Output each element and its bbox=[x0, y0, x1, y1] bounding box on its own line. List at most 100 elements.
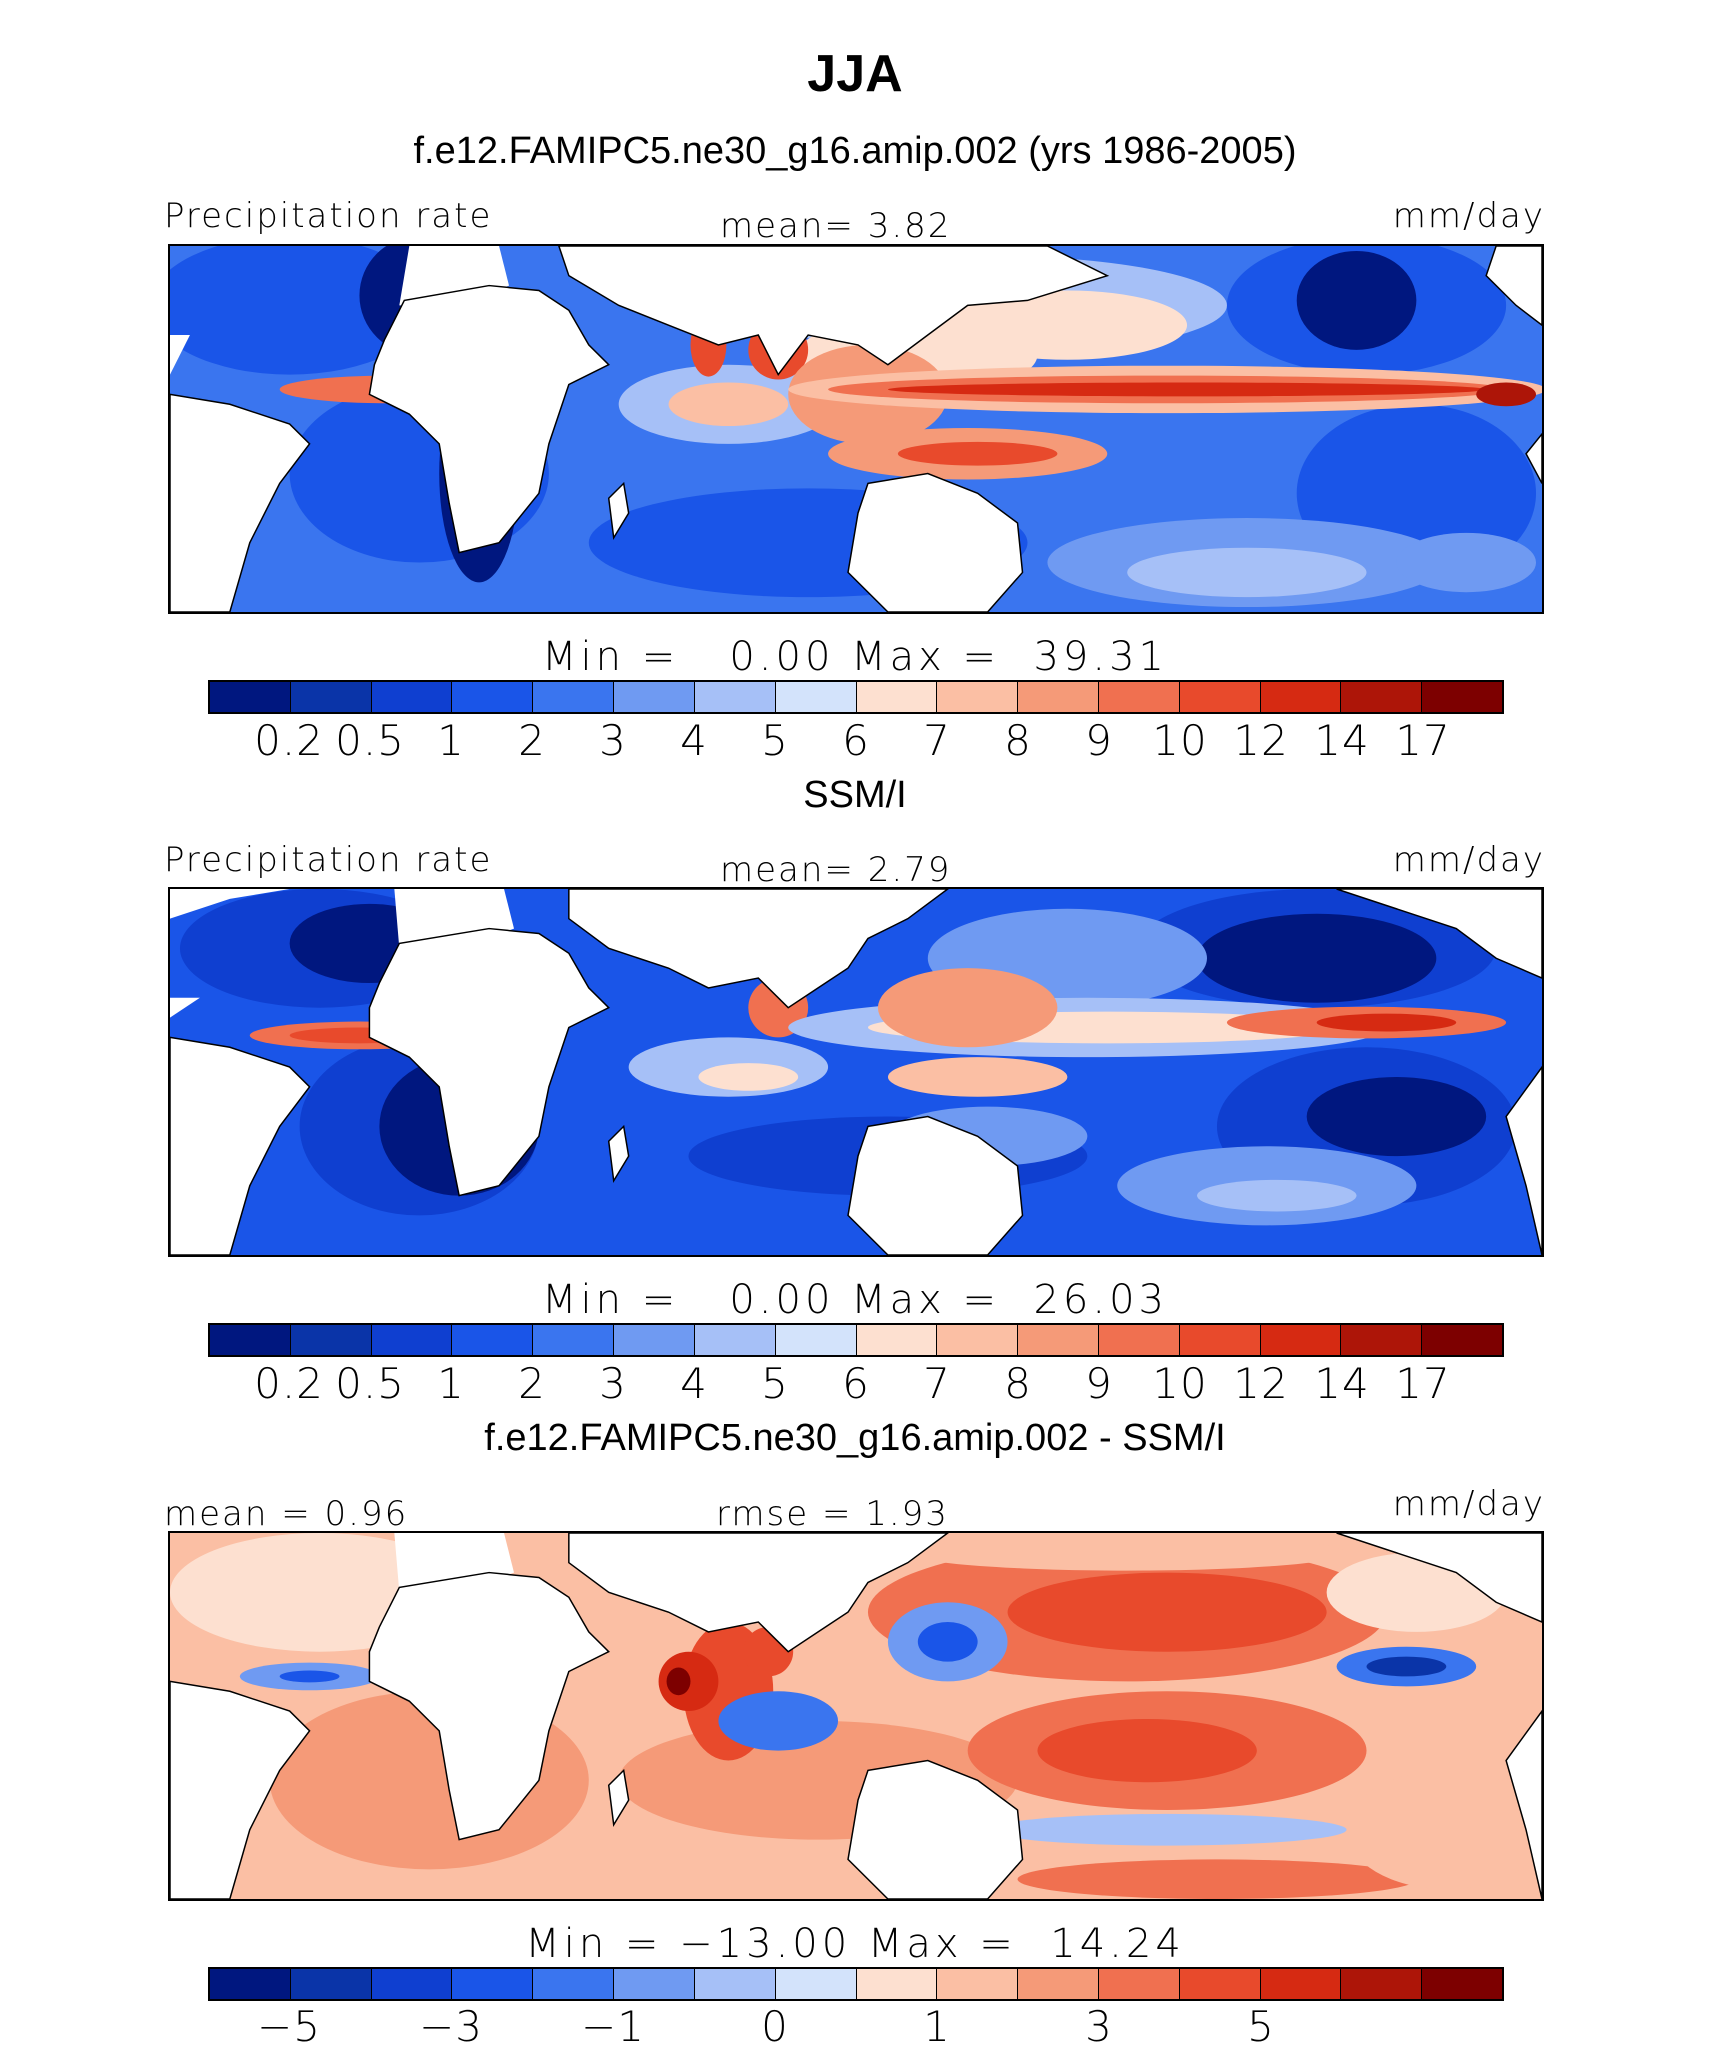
colorbar-swatch bbox=[694, 682, 776, 712]
colorbar-tick-label: 0.2 bbox=[254, 1359, 324, 1408]
panel-3-minmax: Min = −13.00 Max = 14.24 bbox=[525, 1921, 1185, 1967]
panel-1-colorbar bbox=[208, 680, 1504, 714]
panel-2-colorbar-ticks: 0.2 0.5 1 2 3 4 5 6 7 8 9 10 12 14 17 bbox=[208, 1359, 1504, 1408]
colorbar-tick-label: −5 bbox=[257, 2002, 321, 2051]
colorbar-swatch bbox=[1098, 1969, 1180, 1999]
colorbar-swatch bbox=[775, 1969, 857, 1999]
colorbar-swatch bbox=[614, 1969, 695, 1999]
panel-3-rmse-label: rmse = 1.93 bbox=[716, 1494, 949, 1534]
colorbar-swatch bbox=[1341, 682, 1423, 712]
colorbar-tick-label: −1 bbox=[581, 2002, 645, 2051]
colorbar-tick-label: 6 bbox=[842, 1359, 870, 1408]
panel-2-heading: SSM/I bbox=[803, 774, 907, 816]
colorbar-swatch bbox=[371, 1969, 453, 1999]
panel-3-colorbar-ticks: −5 −3 −1 0 1 3 5 bbox=[208, 2002, 1504, 2051]
colorbar-tick-label: 4 bbox=[680, 1359, 708, 1408]
colorbar-swatch bbox=[1341, 1969, 1423, 1999]
colorbar-swatch bbox=[614, 682, 695, 712]
panel-2-mean-label: mean= 2.79 bbox=[720, 850, 952, 890]
colorbar-tick-label: 0 bbox=[761, 2002, 789, 2051]
colorbar-tick-label: 10 bbox=[1152, 716, 1208, 765]
colorbar-tick-label: 7 bbox=[923, 716, 951, 765]
panel-3-map bbox=[168, 1531, 1544, 1901]
panel-1-left-label: Precipitation rate bbox=[164, 196, 493, 236]
colorbar-swatch bbox=[775, 1325, 857, 1355]
colorbar-swatch bbox=[452, 1969, 534, 1999]
colorbar-tick-label: 0.2 bbox=[254, 716, 324, 765]
colorbar-swatch bbox=[290, 682, 372, 712]
colorbar-swatch bbox=[210, 1325, 291, 1355]
colorbar-tick-label: 4 bbox=[680, 716, 708, 765]
colorbar-tick-label: 2 bbox=[518, 1359, 546, 1408]
colorbar-swatch bbox=[1260, 1325, 1342, 1355]
colorbar-swatch bbox=[937, 682, 1019, 712]
colorbar-tick-label: 3 bbox=[599, 716, 627, 765]
colorbar-tick-label: 1 bbox=[923, 2002, 951, 2051]
colorbar-swatch bbox=[290, 1969, 372, 1999]
colorbar-swatch bbox=[1179, 1969, 1261, 1999]
panel-3-mean-label: mean = 0.96 bbox=[164, 1494, 409, 1534]
colorbar-swatch bbox=[694, 1969, 776, 1999]
colorbar-swatch bbox=[1018, 1969, 1099, 1999]
colorbar-tick-label: 9 bbox=[1085, 716, 1113, 765]
colorbar-swatch bbox=[1260, 682, 1342, 712]
colorbar-tick-label: 3 bbox=[1085, 2002, 1113, 2051]
colorbar-swatch bbox=[856, 682, 938, 712]
colorbar-swatch bbox=[1260, 1969, 1342, 1999]
colorbar-swatch bbox=[210, 1969, 291, 1999]
colorbar-swatch bbox=[775, 682, 857, 712]
colorbar-swatch bbox=[452, 682, 534, 712]
colorbar-tick-label: 5 bbox=[1247, 2002, 1275, 2051]
colorbar-swatch bbox=[452, 1325, 534, 1355]
colorbar-swatch bbox=[371, 682, 453, 712]
colorbar-swatch bbox=[290, 1325, 372, 1355]
colorbar-tick-label: −3 bbox=[419, 2002, 483, 2051]
colorbar-swatch bbox=[937, 1325, 1019, 1355]
colorbar-swatch bbox=[1422, 682, 1502, 712]
colorbar-swatch bbox=[1098, 682, 1180, 712]
colorbar-tick-label: 0.5 bbox=[335, 1359, 405, 1408]
colorbar-tick-label: 5 bbox=[761, 716, 789, 765]
panel-2-colorbar bbox=[208, 1323, 1504, 1357]
panel-1-units-label: mm/day bbox=[1392, 196, 1545, 236]
panel-2-minmax: Min = 0.00 Max = 26.03 bbox=[542, 1277, 1168, 1323]
colorbar-swatch bbox=[1098, 1325, 1180, 1355]
colorbar-swatch bbox=[856, 1325, 938, 1355]
colorbar-swatch bbox=[533, 1969, 615, 1999]
colorbar-tick-label: 9 bbox=[1085, 1359, 1113, 1408]
colorbar-tick-label: 8 bbox=[1004, 1359, 1032, 1408]
colorbar-swatch bbox=[937, 1969, 1019, 1999]
figure-title: JJA bbox=[807, 45, 903, 103]
colorbar-tick-label: 1 bbox=[437, 716, 465, 765]
colorbar-swatch bbox=[1179, 682, 1261, 712]
panel-2-left-label: Precipitation rate bbox=[164, 840, 493, 880]
colorbar-tick-label: 10 bbox=[1152, 1359, 1208, 1408]
colorbar-swatch bbox=[1422, 1969, 1502, 1999]
colorbar-swatch bbox=[1018, 1325, 1099, 1355]
colorbar-swatch bbox=[533, 682, 615, 712]
panel-1-colorbar-ticks: 0.2 0.5 1 2 3 4 5 6 7 8 9 10 12 14 17 bbox=[208, 716, 1504, 765]
colorbar-swatch bbox=[371, 1325, 453, 1355]
panel-2-units-label: mm/day bbox=[1392, 840, 1545, 880]
colorbar-tick-label: 12 bbox=[1233, 716, 1289, 765]
colorbar-tick-label: 14 bbox=[1314, 716, 1370, 765]
colorbar-tick-label: 14 bbox=[1314, 1359, 1370, 1408]
colorbar-tick-label: 6 bbox=[842, 716, 870, 765]
colorbar-tick-label: 7 bbox=[923, 1359, 951, 1408]
colorbar-tick-label: 1 bbox=[437, 1359, 465, 1408]
colorbar-tick-label: 2 bbox=[518, 716, 546, 765]
colorbar-tick-label: 17 bbox=[1395, 716, 1451, 765]
panel-1-heading: f.e12.FAMIPC5.ne30_g16.amip.002 (yrs 198… bbox=[413, 130, 1297, 172]
panel-3-heading: f.e12.FAMIPC5.ne30_g16.amip.002 - SSM/I bbox=[484, 1417, 1226, 1459]
colorbar-swatch bbox=[1179, 1325, 1261, 1355]
colorbar-swatch bbox=[1018, 682, 1099, 712]
colorbar-tick-label: 0.5 bbox=[335, 716, 405, 765]
panel-1-map bbox=[168, 244, 1544, 614]
panel-3-units-label: mm/day bbox=[1392, 1484, 1545, 1524]
panel-2-map bbox=[168, 887, 1544, 1257]
colorbar-tick-label: 5 bbox=[761, 1359, 789, 1408]
colorbar-swatch bbox=[210, 682, 291, 712]
colorbar-swatch bbox=[694, 1325, 776, 1355]
panel-3-colorbar bbox=[208, 1967, 1504, 2001]
panel-1-mean-label: mean= 3.82 bbox=[720, 206, 952, 246]
